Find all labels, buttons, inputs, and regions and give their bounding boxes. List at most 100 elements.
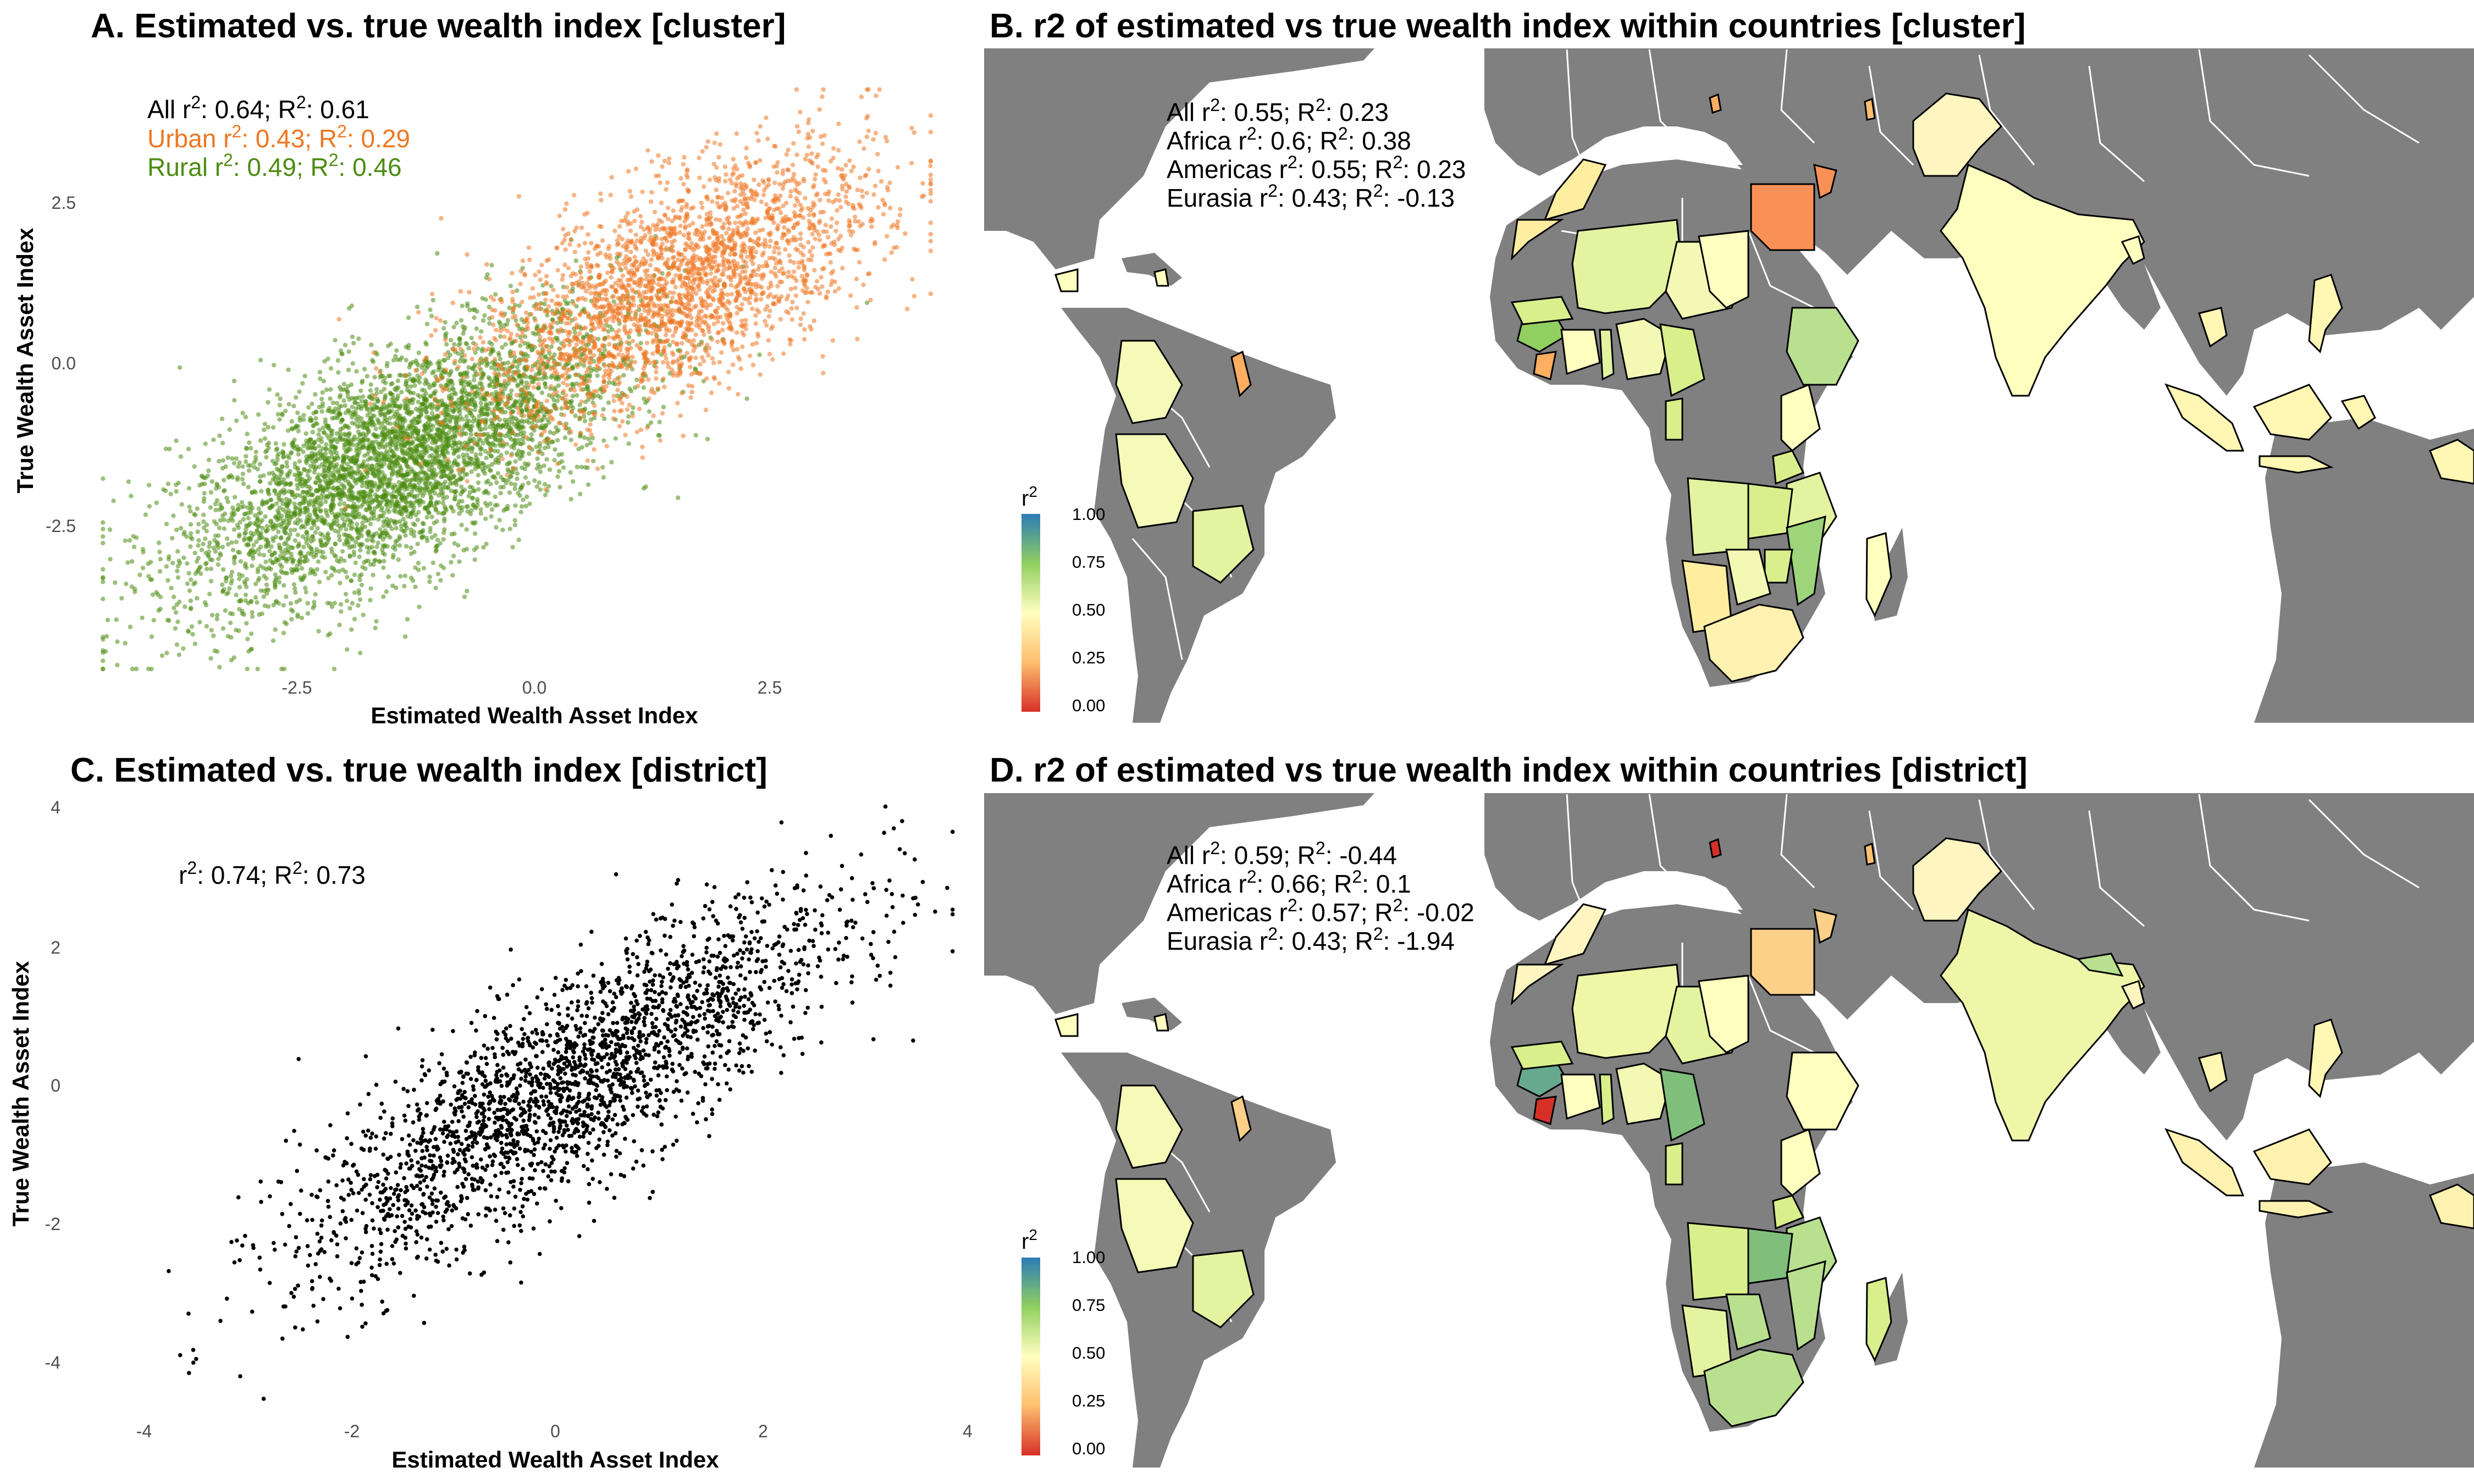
scatter-point-rural bbox=[360, 542, 365, 547]
scatter-point-rural bbox=[484, 363, 489, 368]
scatter-point-rural bbox=[507, 527, 512, 531]
scatter-point-rural bbox=[503, 342, 508, 347]
scatter-point-rural bbox=[631, 405, 636, 410]
scatter-point-rural bbox=[468, 462, 473, 467]
scatter-point-rural bbox=[228, 611, 233, 616]
scatter-point-rural bbox=[168, 491, 173, 496]
scatter-point-rural bbox=[354, 369, 359, 374]
scatter-point-rural bbox=[405, 472, 410, 477]
scatter-point-rural bbox=[259, 489, 264, 494]
scatter-point-rural bbox=[328, 396, 333, 401]
scatter-point-rural bbox=[339, 507, 344, 513]
scatter-point-rural bbox=[537, 480, 542, 485]
scatter-point-rural bbox=[482, 490, 487, 495]
scatter-point-rural bbox=[482, 313, 487, 318]
scatter-point-urban bbox=[670, 243, 675, 248]
scatter-point-rural bbox=[411, 391, 416, 396]
scatter-point-rural bbox=[246, 468, 252, 473]
scatter-point-rural bbox=[477, 391, 482, 396]
scatter-point-rural bbox=[289, 514, 294, 520]
scatter-point-rural bbox=[288, 469, 292, 474]
scatter-point-rural bbox=[284, 622, 289, 627]
scatter-point-rural bbox=[132, 589, 137, 595]
scatter-point-rural bbox=[479, 381, 484, 386]
scatter-point-rural bbox=[389, 492, 394, 497]
scatter-point-rural bbox=[274, 461, 279, 466]
scatter-point-rural bbox=[305, 446, 310, 451]
scatter-point-rural bbox=[321, 379, 326, 384]
scatter-point-rural bbox=[313, 552, 319, 558]
scatter-point-rural bbox=[107, 527, 113, 532]
scatter-point-rural bbox=[212, 538, 217, 543]
scatter-point-rural bbox=[411, 423, 416, 428]
scatter-point-rural bbox=[371, 407, 376, 412]
scatter-point-rural bbox=[240, 477, 245, 481]
scatter-point-rural bbox=[322, 520, 327, 526]
scatter-point-rural bbox=[213, 501, 218, 507]
scatter-point-rural bbox=[196, 543, 201, 548]
scatter-point-rural bbox=[355, 457, 360, 463]
scatter-point-rural bbox=[359, 403, 364, 409]
scatter-point-rural bbox=[256, 524, 261, 529]
scatter-point-rural bbox=[542, 481, 548, 487]
scatter-point-rural bbox=[345, 647, 350, 652]
scatter-point-rural bbox=[317, 444, 322, 448]
scatter-point-urban bbox=[861, 282, 866, 287]
scatter-point-rural bbox=[129, 559, 135, 564]
scatter-point-rural bbox=[312, 452, 317, 457]
scatter-point-rural bbox=[388, 373, 393, 378]
scatter-point-rural bbox=[240, 411, 245, 416]
scatter-point-rural bbox=[240, 500, 245, 505]
scatter-point-rural bbox=[428, 416, 433, 421]
scatter-point-rural bbox=[428, 501, 433, 506]
scatter-point-rural bbox=[244, 542, 249, 547]
scatter-point-rural bbox=[415, 378, 420, 383]
scatter-point-rural bbox=[246, 516, 251, 520]
scatter-point-rural bbox=[382, 488, 386, 493]
scatter-point-urban bbox=[656, 153, 661, 158]
scatter-point-rural bbox=[220, 626, 226, 631]
scatter-point-rural bbox=[280, 464, 285, 469]
scatter-point-rural bbox=[281, 455, 286, 459]
scatter-point-rural bbox=[492, 448, 498, 453]
scatter-point-rural bbox=[247, 552, 252, 557]
scatter-point-rural bbox=[267, 387, 272, 392]
scatter-point-rural bbox=[513, 459, 518, 464]
scatter-point-urban bbox=[633, 232, 638, 237]
scatter-point-rural bbox=[393, 353, 398, 359]
scatter-point-rural bbox=[334, 401, 340, 406]
scatter-point-rural bbox=[601, 438, 606, 443]
scatter-point-rural bbox=[372, 473, 377, 478]
scatter-point-rural bbox=[524, 494, 529, 500]
scatter-point-rural bbox=[253, 457, 258, 462]
scatter-point-rural bbox=[353, 560, 358, 566]
scatter-point-rural bbox=[304, 540, 309, 545]
scatter-point-rural bbox=[390, 545, 396, 550]
scatter-point-rural bbox=[457, 559, 462, 564]
scatter-point-rural bbox=[407, 478, 413, 483]
scatter-point-rural bbox=[373, 492, 378, 497]
scatter-point-rural bbox=[314, 567, 319, 572]
scatter-point-rural bbox=[380, 547, 385, 552]
scatter-point-rural bbox=[283, 531, 289, 536]
scatter-point-rural bbox=[229, 635, 234, 640]
scatter-point-rural bbox=[329, 546, 334, 551]
scatter-point-rural bbox=[201, 525, 207, 530]
scatter-point-rural bbox=[368, 382, 373, 387]
scatter-point-rural bbox=[175, 619, 180, 624]
scatter-point-rural bbox=[115, 662, 120, 668]
scatter-point-rural bbox=[360, 520, 365, 525]
scatter-point-rural bbox=[479, 412, 485, 417]
scatter-point-rural bbox=[277, 498, 282, 503]
scatter-point-rural bbox=[248, 631, 254, 636]
scatter-point-urban bbox=[840, 265, 845, 271]
scatter-point-rural bbox=[442, 519, 447, 524]
scatter-point-rural bbox=[316, 472, 321, 478]
scatter-point-urban bbox=[678, 413, 683, 418]
scatter-point-rural bbox=[293, 510, 298, 514]
scatter-point-rural bbox=[354, 522, 360, 527]
scatter-point-rural bbox=[320, 390, 325, 395]
scatter-point-rural bbox=[410, 378, 416, 383]
scatter-point-rural bbox=[394, 519, 399, 524]
scatter-point-rural bbox=[294, 492, 300, 497]
